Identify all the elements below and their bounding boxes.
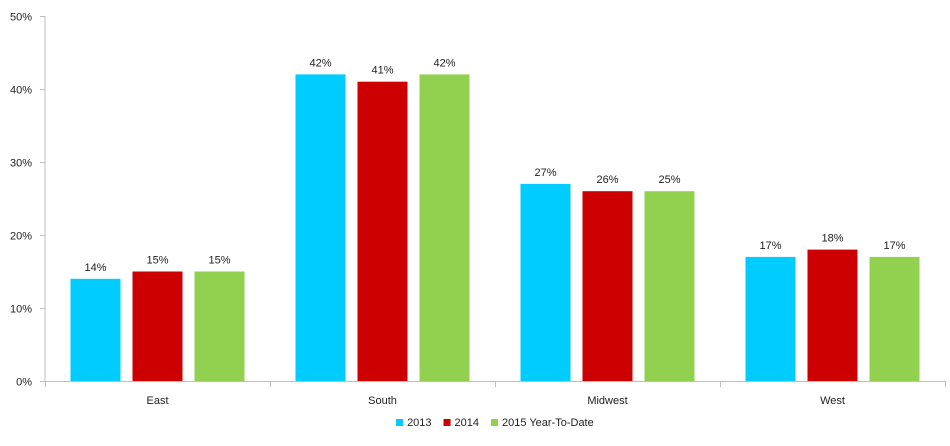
x-tick-label: West — [820, 395, 845, 407]
x-tick-label: Midwest — [587, 395, 627, 407]
bar — [807, 249, 858, 381]
y-tick-label: 0% — [16, 377, 32, 389]
x-tick-label: East — [146, 395, 168, 407]
legend-label: 2015 Year-To-Date — [502, 417, 594, 429]
data-label: 42% — [433, 57, 455, 69]
bars — [70, 74, 920, 382]
y-tick-label: 40% — [10, 85, 32, 97]
bar — [194, 271, 245, 381]
bar — [644, 191, 695, 381]
data-label: 41% — [371, 65, 393, 77]
bar — [295, 74, 346, 382]
data-label: 27% — [534, 167, 556, 179]
data-label: 17% — [883, 240, 905, 252]
y-tick-label: 30% — [10, 158, 32, 170]
data-label: 15% — [146, 255, 168, 267]
data-label: 26% — [596, 174, 618, 186]
bar — [745, 256, 796, 381]
bar — [357, 81, 408, 381]
data-label: 14% — [84, 262, 106, 274]
data-label: 15% — [208, 255, 230, 267]
legend-label: 2013 — [407, 417, 431, 429]
legend-swatch — [396, 419, 404, 426]
legend-swatch — [443, 419, 451, 426]
legend-label: 2014 — [455, 417, 479, 429]
data-label: 25% — [658, 174, 680, 186]
data-labels: 14% 15% 15% 42% 41% 42% 27% 26% 25% 17% 18% 17% — [84, 57, 905, 273]
bar — [582, 191, 633, 381]
y-tick-label: 10% — [10, 304, 32, 316]
axes: 0% 10% 20% 30% 40% 50% East South Midwest West — [10, 12, 946, 407]
legend: 2013 2014 2015 Year-To-Date — [396, 417, 594, 429]
bar — [132, 271, 183, 381]
y-tick-label: 20% — [10, 231, 32, 243]
data-label: 17% — [759, 240, 781, 252]
bar — [869, 256, 920, 381]
y-tick-label: 50% — [10, 12, 32, 24]
x-tick-label: South — [368, 395, 397, 407]
bar — [419, 74, 470, 382]
bar — [70, 278, 121, 381]
data-label: 18% — [821, 233, 843, 245]
bar — [520, 183, 571, 381]
data-label: 42% — [309, 57, 331, 69]
legend-swatch — [491, 419, 499, 426]
